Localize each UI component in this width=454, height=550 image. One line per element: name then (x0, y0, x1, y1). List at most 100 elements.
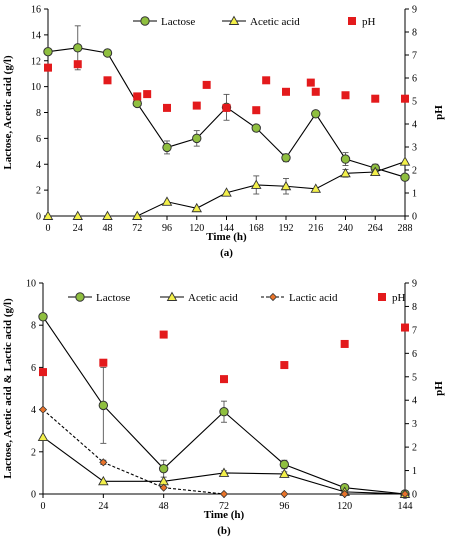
y2-tick-label: 4 (412, 396, 417, 407)
x-tick-label: 0 (41, 501, 46, 512)
data-point (280, 361, 289, 370)
data-point (252, 106, 261, 115)
legend-marker (166, 291, 178, 301)
data-point (39, 368, 47, 377)
data-point (43, 46, 53, 57)
data-point (143, 90, 152, 99)
data-point (192, 101, 201, 110)
legend: Lactose Acetic acid Lactic acid pH (68, 291, 406, 304)
y2-tick-label: 9 (412, 5, 417, 16)
data-point (219, 407, 229, 417)
y2-tick-label: 5 (412, 372, 417, 383)
y2-axis-title: pH (433, 381, 445, 396)
x-tick-label: 96 (162, 223, 172, 234)
data-point (400, 489, 410, 499)
series-acetic-acid (37, 431, 411, 498)
y2-tick-label: 5 (412, 97, 417, 108)
y-tick-label: 10 (31, 82, 41, 93)
data-point (102, 210, 113, 220)
y2-tick-label: 6 (412, 349, 417, 360)
x-tick-label: 192 (279, 223, 294, 234)
x-tick-label: 72 (132, 223, 142, 234)
x-tick-label: 216 (308, 223, 323, 234)
y-tick-label: 4 (36, 160, 41, 171)
data-point (369, 166, 381, 176)
x-tick-label: 144 (219, 223, 234, 234)
y2-tick-label: 0 (412, 212, 417, 223)
data-point (279, 459, 290, 470)
x-tick-label: 264 (368, 223, 383, 234)
y-tick-label: 2 (36, 186, 41, 197)
data-point (340, 154, 351, 164)
data-point (133, 92, 142, 101)
legend-label: Acetic acid (250, 16, 300, 28)
y-axis-title: Lactose, Acetic acid (g/l) (2, 55, 14, 170)
data-point (340, 167, 351, 178)
data-point (222, 103, 231, 112)
data-point (98, 475, 109, 486)
y2-tick-label: 2 (412, 443, 417, 454)
x-axis-title: Time (h) (206, 231, 247, 243)
y-tick-label: 14 (31, 30, 41, 41)
series-lactose (43, 25, 410, 182)
data-point (282, 87, 290, 96)
data-point (218, 467, 230, 477)
y-tick-label: 0 (36, 212, 41, 223)
x-tick-label: 240 (338, 223, 353, 234)
panel-label: (b) (217, 525, 231, 537)
y-tick-label: 10 (26, 279, 36, 290)
y2-axis-title: pH (433, 105, 445, 120)
data-point (401, 94, 409, 103)
data-point (42, 210, 54, 220)
data-point (44, 63, 52, 72)
y-tick-label: 4 (31, 405, 36, 416)
legend-marker (268, 292, 278, 302)
data-point (262, 76, 271, 85)
y-tick-label: 0 (31, 490, 36, 501)
data-point (220, 375, 228, 384)
x-tick-label: 168 (249, 223, 264, 234)
data-point (340, 339, 349, 348)
legend-marker (378, 293, 386, 301)
data-point (202, 80, 211, 89)
legend: Lactose Acetic acid pH (133, 15, 376, 28)
x-tick-label: 96 (279, 501, 289, 512)
data-point (250, 179, 262, 189)
chart-panel-a: 0 24 48 72 96 120 144 168 192 216 240 264 2880246810… (2, 5, 445, 260)
legend-label: Acetic acid (188, 292, 238, 304)
series-line (42, 436, 406, 495)
data-point (159, 483, 168, 492)
data-point (306, 78, 315, 87)
data-point (99, 458, 108, 467)
data-point (401, 323, 409, 332)
data-point (38, 312, 48, 322)
data-point (251, 123, 261, 133)
data-point (159, 330, 168, 339)
x-tick-label: 0 (46, 223, 51, 234)
x-tick-label: 48 (103, 223, 113, 234)
data-point (192, 133, 202, 144)
data-point (341, 91, 350, 100)
x-tick-label: 144 (398, 501, 413, 512)
y-tick-label: 12 (31, 56, 41, 67)
panel-label: (a) (220, 247, 233, 259)
data-point (38, 405, 48, 414)
data-point (103, 76, 112, 85)
legend-label: pH (392, 292, 406, 304)
legend-marker (228, 15, 240, 25)
data-point (73, 60, 82, 69)
series-ph (44, 60, 409, 115)
data-point (98, 400, 109, 411)
data-point (340, 489, 349, 499)
x-tick-label: 120 (337, 501, 352, 512)
x-tick-label: 24 (73, 223, 83, 234)
legend-marker (75, 292, 85, 302)
x-tick-label: 48 (159, 501, 169, 512)
y2-tick-label: 6 (412, 74, 417, 85)
data-point (281, 153, 291, 163)
y2-tick-label: 1 (412, 189, 417, 200)
data-point (99, 358, 108, 367)
data-point (37, 431, 49, 441)
